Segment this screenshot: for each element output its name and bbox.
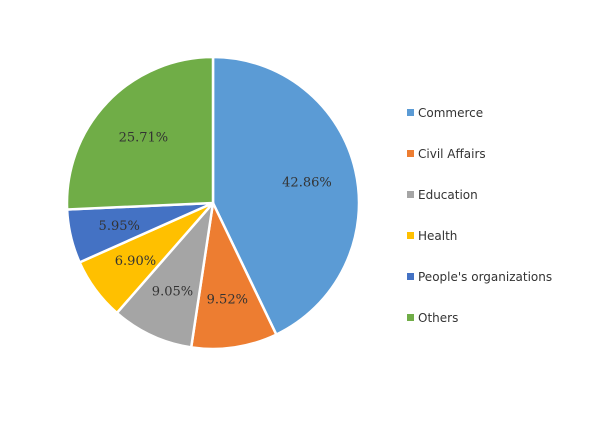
legend-swatch-education xyxy=(407,191,414,198)
data-label-others: 25.71% xyxy=(119,130,169,145)
pie-slice-education xyxy=(115,201,215,349)
legend-label-health: Health xyxy=(418,229,457,243)
pie-slices xyxy=(65,55,361,351)
legend-swatch-civil-affairs xyxy=(407,150,414,157)
pie-slice-others xyxy=(65,55,215,211)
legend: Commerce Civil Affairs Education Health Peop… xyxy=(407,106,552,325)
legend-label-education: Education xyxy=(418,188,478,202)
legend-swatch-others xyxy=(407,314,414,321)
data-label-civil-affairs: 9.52% xyxy=(207,292,248,307)
pie-data-labels: 42.86% 9.52% 9.05% 6.90% 5.95% 25.71% xyxy=(99,130,332,307)
data-label-education: 9.05% xyxy=(152,284,193,299)
legend-item-commerce: Commerce xyxy=(407,106,483,120)
legend-swatch-commerce xyxy=(407,109,414,116)
legend-item-health: Health xyxy=(407,229,457,243)
legend-item-civil-affairs: Civil Affairs xyxy=(407,147,486,161)
legend-item-people-s-organizations: People's organizations xyxy=(407,270,552,284)
data-label-people-s-organizations: 5.95% xyxy=(99,219,140,234)
legend-label-others: Others xyxy=(418,311,458,325)
data-label-health: 6.90% xyxy=(115,254,156,269)
legend-item-education: Education xyxy=(407,188,478,202)
legend-label-civil-affairs: Civil Affairs xyxy=(418,147,486,161)
legend-swatch-people-s-organizations xyxy=(407,273,414,280)
legend-label-commerce: Commerce xyxy=(418,106,483,120)
legend-item-others: Others xyxy=(407,311,458,325)
legend-label-people-s-organizations: People's organizations xyxy=(418,270,552,284)
pie-slice-civil-affairs xyxy=(189,201,278,351)
legend-swatch-health xyxy=(407,232,414,239)
data-label-commerce: 42.86% xyxy=(282,176,332,191)
pie-slice-commerce xyxy=(211,55,361,336)
